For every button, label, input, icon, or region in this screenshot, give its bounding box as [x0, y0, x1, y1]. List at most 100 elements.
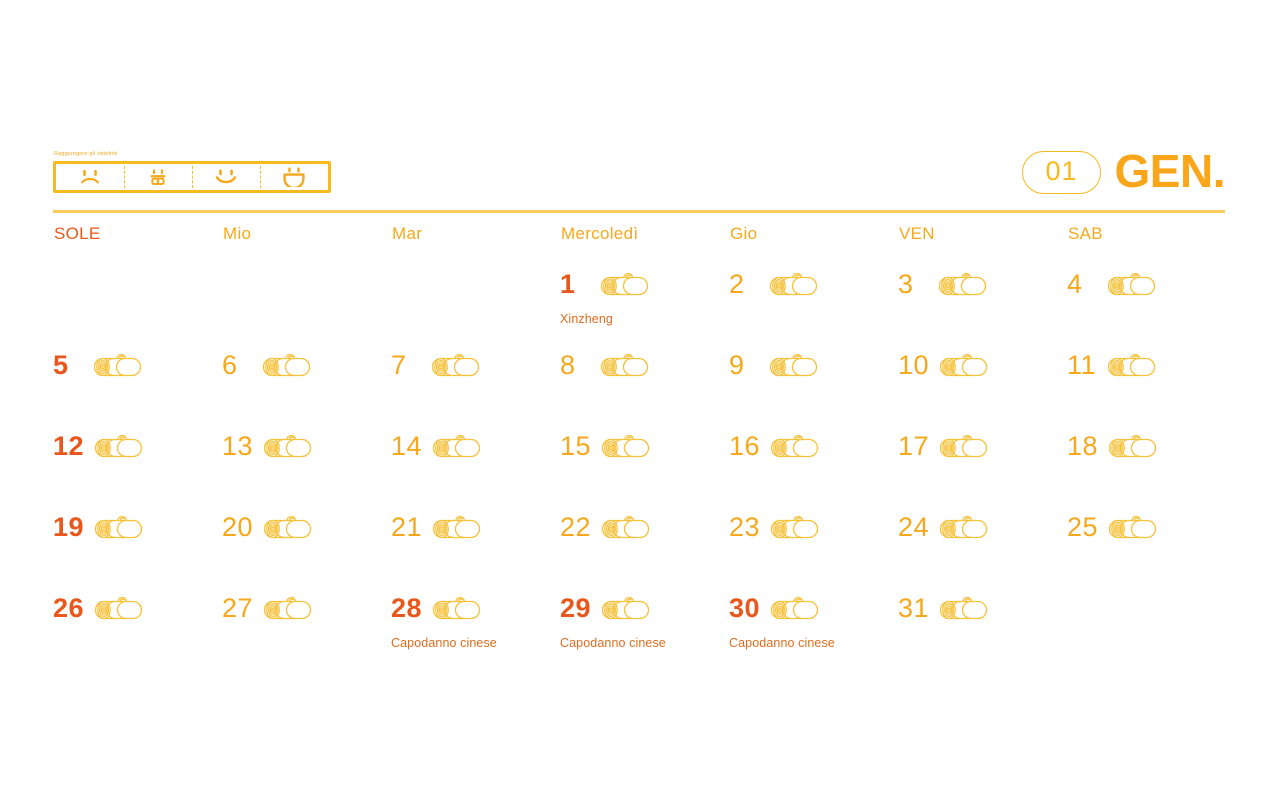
day-cell-17[interactable]: 17 — [898, 420, 1067, 501]
day-cell-27[interactable]: 27 — [222, 582, 391, 663]
mood-tracker: Raggiungere gli obiettivi — [53, 150, 331, 193]
day-number: 20 — [222, 511, 254, 542]
rolled-mat-icon — [1106, 350, 1162, 380]
smile-face-icon — [212, 169, 240, 185]
rolled-mat-icon — [768, 350, 824, 380]
mood-option-neutral[interactable] — [124, 164, 192, 190]
rolled-mat-icon — [769, 431, 825, 461]
day-number: 29 — [560, 592, 592, 623]
day-number: 4 — [1067, 268, 1083, 299]
rolled-mat-icon — [262, 512, 318, 542]
calendar-weeks: 1 Xinzheng 2 3 4 5 6 7 8 9 10 11 12 13 14 15 16 17 18 19 20 2… — [53, 258, 1236, 663]
day-cell-14[interactable]: 14 — [391, 420, 560, 501]
day-number: 5 — [53, 349, 69, 380]
day-cell-15[interactable]: 15 — [560, 420, 729, 501]
weekday-header-4: Gio — [730, 224, 758, 243]
day-cell-19[interactable]: 19 — [53, 501, 222, 582]
mood-option-smile[interactable] — [192, 164, 260, 190]
day-cell-header: 6 — [222, 348, 391, 382]
day-number: 8 — [560, 349, 576, 380]
weekday-header-3: Mercoledì — [561, 224, 639, 243]
day-number: 12 — [53, 430, 85, 461]
day-cell-29[interactable]: 29 Capodanno cinese — [560, 582, 729, 663]
day-cell-13[interactable]: 13 — [222, 420, 391, 501]
day-cell-21[interactable]: 21 — [391, 501, 560, 582]
day-cell-4[interactable]: 4 — [1067, 258, 1236, 339]
day-cell-header: 29 — [560, 591, 729, 625]
day-cell-25[interactable]: 25 — [1067, 501, 1236, 582]
day-cell-header: 20 — [222, 510, 391, 544]
day-cell-10[interactable]: 10 — [898, 339, 1067, 420]
day-cell-22[interactable]: 22 — [560, 501, 729, 582]
rolled-mat-icon — [769, 512, 825, 542]
day-cell-30[interactable]: 30 Capodanno cinese — [729, 582, 898, 663]
day-cell-header: 7 — [391, 348, 560, 382]
day-cell-header: 1 — [560, 267, 729, 301]
header-divider — [53, 210, 1225, 213]
day-number: 9 — [729, 349, 745, 380]
day-number: 30 — [729, 592, 761, 623]
rolled-mat-icon — [262, 431, 318, 461]
day-number: 25 — [1067, 511, 1099, 542]
rolled-mat-icon — [937, 269, 993, 299]
day-event-label: Xinzheng — [560, 312, 613, 326]
day-number: 18 — [1067, 430, 1099, 461]
rolled-mat-icon — [599, 269, 655, 299]
weekday-header-6: SAB — [1068, 224, 1103, 243]
day-cell-28[interactable]: 28 Capodanno cinese — [391, 582, 560, 663]
day-cell-header: 21 — [391, 510, 560, 544]
weekday-header-5: VEN — [899, 224, 935, 243]
day-cell-header: 17 — [898, 429, 1067, 463]
day-cell-header: 26 — [53, 591, 222, 625]
rolled-mat-icon — [431, 593, 487, 623]
day-cell-23[interactable]: 23 — [729, 501, 898, 582]
week-row: 5 6 7 8 9 10 11 — [53, 339, 1236, 420]
rolled-mat-icon — [938, 350, 994, 380]
day-cell-header: 15 — [560, 429, 729, 463]
day-cell-3[interactable]: 3 — [898, 258, 1067, 339]
rolled-mat-icon — [769, 593, 825, 623]
day-cell-9[interactable]: 9 — [729, 339, 898, 420]
day-cell-header: 25 — [1067, 510, 1236, 544]
rolled-mat-icon — [768, 269, 824, 299]
day-cell-2[interactable]: 2 — [729, 258, 898, 339]
day-cell-header: 4 — [1067, 267, 1236, 301]
neutral-face-icon — [149, 168, 167, 186]
day-cell-12[interactable]: 12 — [53, 420, 222, 501]
day-number: 31 — [898, 592, 930, 623]
day-cell-7[interactable]: 7 — [391, 339, 560, 420]
day-cell-26[interactable]: 26 — [53, 582, 222, 663]
month-name-label: GEN. — [1114, 145, 1226, 197]
mood-tracker-box[interactable] — [53, 161, 331, 193]
rolled-mat-icon — [938, 431, 994, 461]
day-number: 21 — [391, 511, 423, 542]
weekday-header-0: SOLE — [54, 224, 101, 243]
day-cell-20[interactable]: 20 — [222, 501, 391, 582]
day-cell-empty — [53, 258, 222, 339]
day-cell-1[interactable]: 1 Xinzheng — [560, 258, 729, 339]
day-cell-31[interactable]: 31 — [898, 582, 1067, 663]
day-cell-16[interactable]: 16 — [729, 420, 898, 501]
day-cell-6[interactable]: 6 — [222, 339, 391, 420]
day-cell-18[interactable]: 18 — [1067, 420, 1236, 501]
day-number: 24 — [898, 511, 930, 542]
day-cell-5[interactable]: 5 — [53, 339, 222, 420]
day-cell-24[interactable]: 24 — [898, 501, 1067, 582]
day-cell-header: 12 — [53, 429, 222, 463]
rolled-mat-icon — [92, 350, 148, 380]
mood-option-sad[interactable] — [56, 164, 124, 190]
week-row: 1 Xinzheng 2 3 4 — [53, 258, 1236, 339]
day-number: 23 — [729, 511, 761, 542]
day-cell-header: 24 — [898, 510, 1067, 544]
day-cell-8[interactable]: 8 — [560, 339, 729, 420]
day-cell-header: 3 — [898, 267, 1067, 301]
day-cell-header: 10 — [898, 348, 1067, 382]
header-band: Raggiungere gli obiettivi — [53, 145, 1226, 206]
day-number: 6 — [222, 349, 238, 380]
rolled-mat-icon — [431, 431, 487, 461]
day-cell-header: 8 — [560, 348, 729, 382]
mood-option-grin[interactable] — [260, 164, 328, 190]
day-cell-header: 13 — [222, 429, 391, 463]
day-cell-11[interactable]: 11 — [1067, 339, 1236, 420]
weekday-header-2: Mar — [392, 224, 423, 243]
